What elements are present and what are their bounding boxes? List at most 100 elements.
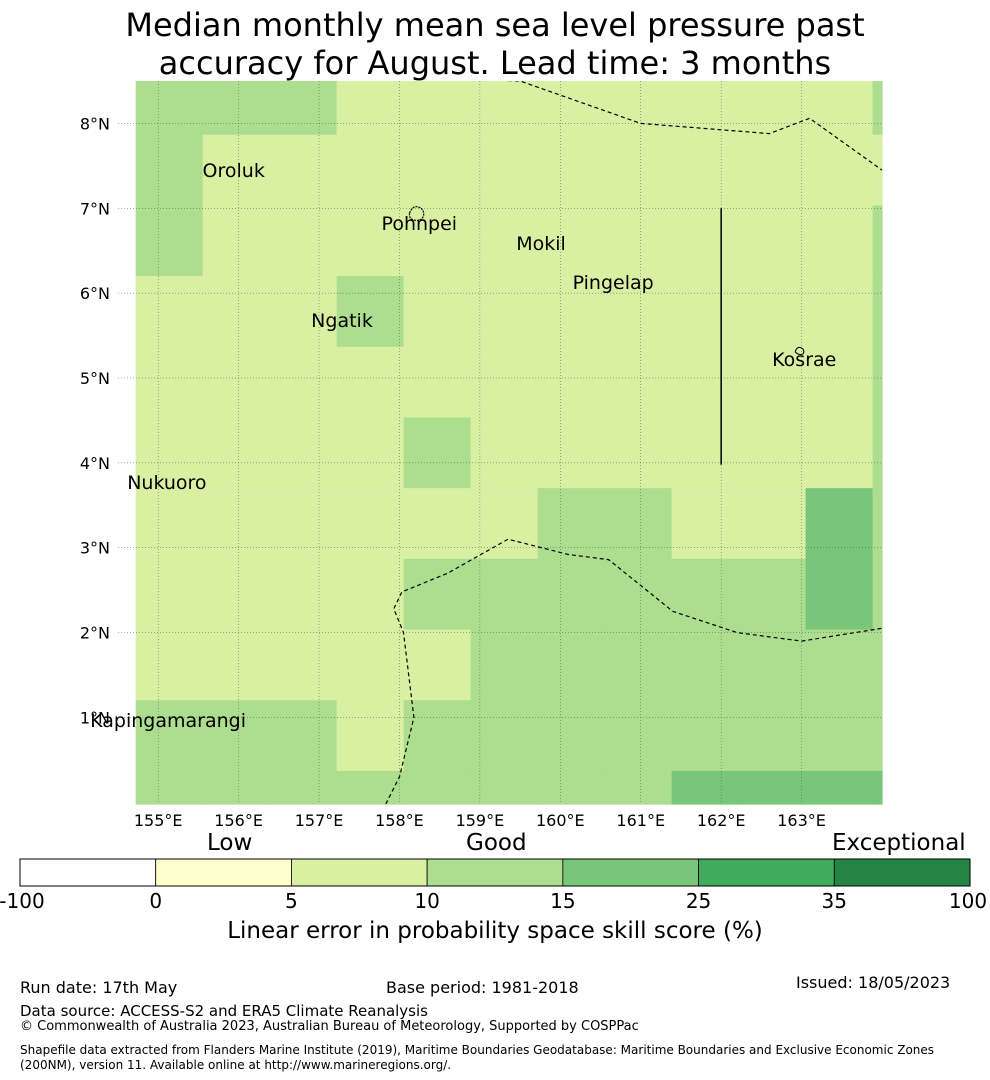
- grid-cell: [537, 205, 606, 277]
- colorbar-tick-label: 35: [821, 889, 848, 913]
- lon-tick-label: 156°E: [214, 811, 263, 830]
- grid-cell: [135, 134, 204, 207]
- grid-cell: [336, 346, 405, 419]
- shapefile-credit: Shapefile data extracted from Flanders M…: [20, 1043, 935, 1072]
- grid-cell: [202, 205, 271, 277]
- grid-cell: [135, 346, 204, 419]
- eez-boundaries: [385, 81, 882, 804]
- grid-cell: [872, 770, 883, 805]
- lon-tick-label: 163°E: [777, 811, 826, 830]
- grid-cell: [738, 488, 807, 560]
- island-outlines: [408, 206, 805, 356]
- colorbar: [19, 858, 971, 887]
- grid-cell: [135, 700, 204, 772]
- grid-cell: [805, 276, 874, 348]
- grid-cell: [805, 134, 874, 207]
- grid-cell: [336, 81, 405, 136]
- grid-cell: [202, 417, 271, 489]
- grid-cell: [805, 629, 874, 701]
- grid-cell: [269, 81, 338, 136]
- grid-cell: [403, 629, 472, 701]
- colorbar-segment: [426, 858, 564, 887]
- grid-cell: [135, 276, 204, 348]
- grid-cell: [403, 488, 472, 560]
- lon-tick-label: 157°E: [295, 811, 344, 830]
- grid-cell: [738, 276, 807, 348]
- grid-cell: [403, 770, 472, 805]
- grid-cell: [470, 558, 539, 631]
- grid-cell: [269, 346, 338, 419]
- island-label-mokil: Mokil: [516, 233, 566, 256]
- lat-tick-label: 2°N: [80, 624, 110, 643]
- island-label-kosrae: Kosrae: [772, 348, 837, 371]
- skill-grid: [135, 81, 883, 805]
- grid-cell: [403, 417, 472, 489]
- grid-cell: [671, 700, 740, 772]
- colorbar-tick-label: 5: [285, 889, 298, 913]
- base-period: Base period: 1981-2018: [386, 978, 579, 997]
- grid-cell: [537, 134, 606, 207]
- grid-cell: [403, 700, 472, 772]
- grid-cell: [805, 488, 874, 560]
- grid-cell: [872, 81, 883, 136]
- grid-cell: [202, 629, 271, 701]
- grid-cell: [336, 700, 405, 772]
- colorbar-segment: [562, 858, 699, 887]
- pohnpei-outline: [408, 206, 425, 222]
- grid-cell: [738, 558, 807, 631]
- grid-cell: [269, 558, 338, 631]
- lon-tick-label: 162°E: [697, 811, 746, 830]
- grid-cell: [336, 629, 405, 701]
- grid-cell: [269, 488, 338, 560]
- grid-cell: [202, 346, 271, 419]
- grid-cell: [336, 205, 405, 277]
- eez-line: [385, 538, 882, 804]
- grid-cell: [202, 700, 271, 772]
- grid-cell: [738, 205, 807, 277]
- title-line-1: Median monthly mean sea level pressure p…: [125, 6, 865, 44]
- lon-tick-label: 160°E: [536, 811, 585, 830]
- grid-cell: [872, 629, 883, 701]
- grid-cell: [135, 81, 204, 136]
- grid-cell: [403, 276, 472, 348]
- grid-cell: [537, 770, 606, 805]
- colorbar-segment: [833, 858, 971, 887]
- island-label-oroluk: Oroluk: [202, 159, 265, 182]
- grid-cell: [604, 488, 673, 560]
- grid-cell: [671, 558, 740, 631]
- grid-cell: [269, 276, 338, 348]
- island-label-kapingamarangi: Kapingamarangi: [90, 710, 246, 733]
- grid-cell: [671, 81, 740, 136]
- grid-cell: [872, 134, 883, 207]
- issued-date: Issued: 18/05/2023: [796, 973, 951, 992]
- lat-tick-label: 4°N: [80, 454, 110, 473]
- copyright: © Commonwealth of Australia 2023, Austra…: [20, 1019, 639, 1034]
- grid-cell: [604, 346, 673, 419]
- grid-cell: [135, 205, 204, 277]
- grid-cell: [269, 417, 338, 489]
- grid-cell: [269, 205, 338, 277]
- grid-cell: [135, 770, 204, 805]
- grid-cell: [805, 558, 874, 631]
- grid-cell: [336, 134, 405, 207]
- run-date: Run date: 17th May: [20, 978, 178, 997]
- grid-cell: [135, 417, 204, 489]
- grid-cell: [805, 770, 874, 805]
- grid-cell: [738, 417, 807, 489]
- lon-tick-label: 155°E: [134, 811, 183, 830]
- grid-cell: [604, 417, 673, 489]
- grid-cell: [336, 276, 405, 348]
- colorbar-title: Linear error in probability space skill …: [227, 918, 763, 944]
- grid-cell: [604, 205, 673, 277]
- grid-cell: [604, 134, 673, 207]
- grid-cell: [604, 770, 673, 805]
- grid-cell: [403, 81, 472, 136]
- grid-cell: [671, 346, 740, 419]
- island-label-pingelap: Pingelap: [572, 272, 654, 295]
- grid-cell: [805, 81, 874, 136]
- grid-cell: [403, 134, 472, 207]
- grid-cell: [805, 417, 874, 489]
- grid-cell: [872, 488, 883, 560]
- grid-cell: [202, 81, 271, 136]
- grid-cell: [671, 629, 740, 701]
